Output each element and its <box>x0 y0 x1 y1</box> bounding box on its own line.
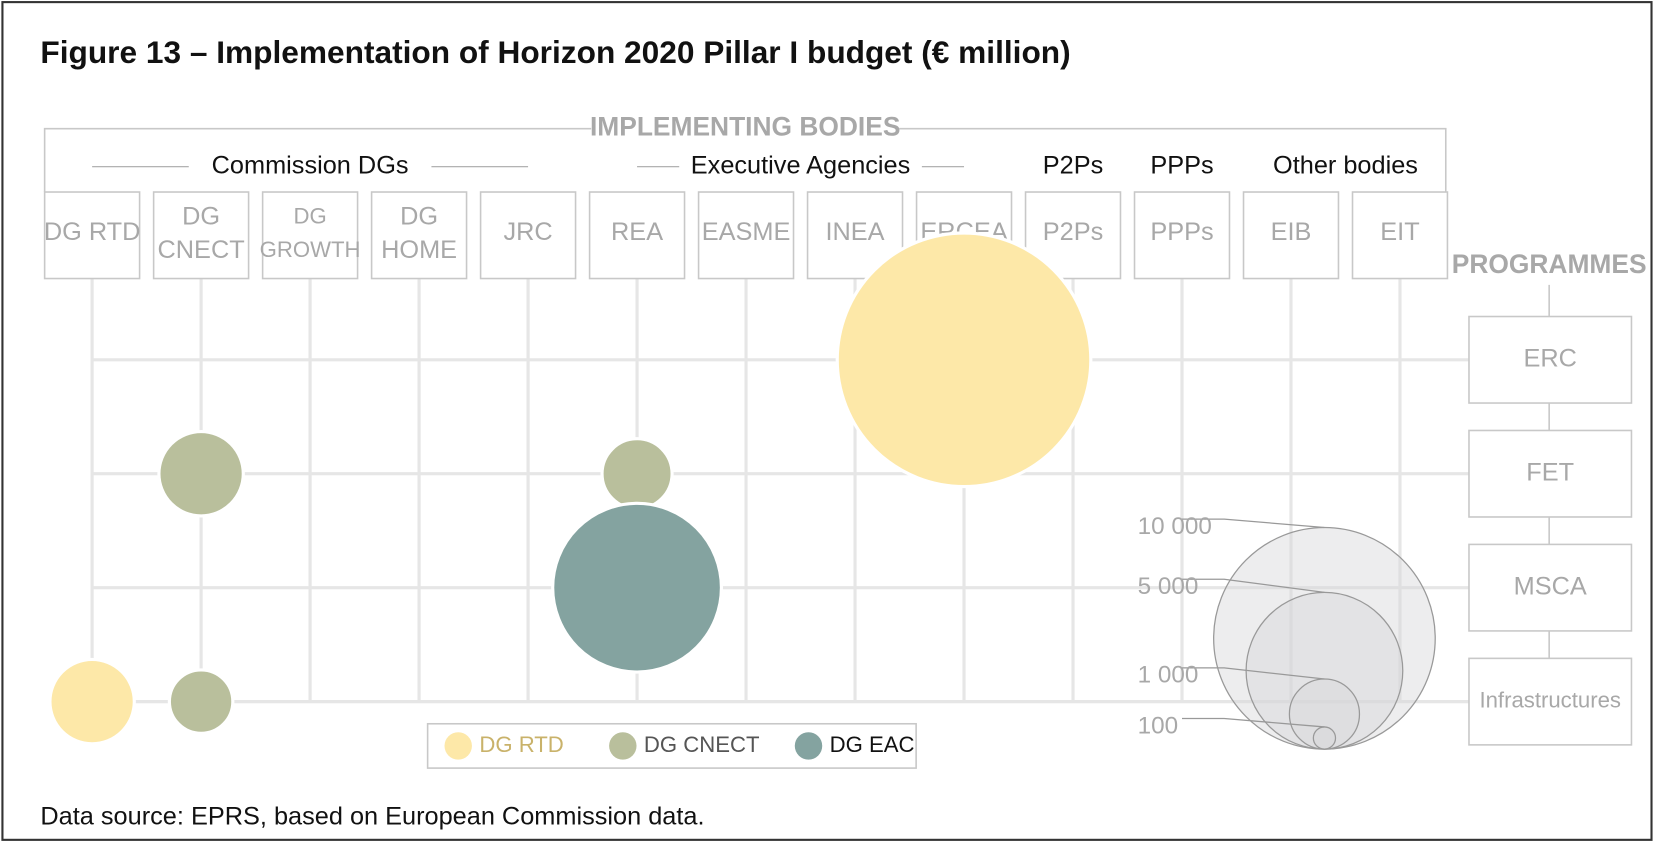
body-box <box>1351 191 1449 280</box>
programme-box <box>1468 315 1633 404</box>
size-legend-label: 1 000 <box>1138 662 1199 689</box>
body-label: DG CNECT <box>158 202 245 264</box>
legend-label: DG CNECT <box>644 732 760 757</box>
body-label: EIB <box>1271 218 1312 246</box>
size-legend-label: 10 000 <box>1138 513 1212 540</box>
body-box <box>697 191 795 280</box>
body-box <box>479 191 577 280</box>
group-label: P2Ps <box>1043 151 1104 179</box>
size-legend-leader <box>1182 518 1325 529</box>
x-axis-label: IMPLEMENTING BODIES <box>590 112 900 142</box>
body-label-line: DG <box>293 203 326 228</box>
bubble <box>48 657 136 746</box>
body-label: JRC <box>503 218 552 246</box>
y-axis-label: PROGRAMMES <box>1452 249 1647 279</box>
bubble <box>157 429 245 518</box>
body-label: REA <box>611 218 663 246</box>
body-box <box>1242 191 1340 280</box>
legend-label: DG EAC <box>830 732 915 757</box>
programme-label: FET <box>1526 458 1574 486</box>
group-label: Executive Agencies <box>691 151 911 179</box>
group-label: Other bodies <box>1273 151 1418 179</box>
bubble <box>600 437 674 511</box>
size-legend-label: 5 000 <box>1138 573 1199 600</box>
size-legend-circle <box>1312 726 1337 750</box>
programme-box <box>1468 657 1633 746</box>
body-label: PPPs <box>1150 218 1213 246</box>
body-label: DG GROWTH <box>260 203 361 262</box>
size-legend-leader <box>1182 578 1325 594</box>
legend-label: DG RTD <box>479 732 563 757</box>
legend-swatch <box>444 732 472 760</box>
source: Data source: EPRS, based on European Com… <box>40 802 704 830</box>
bubble <box>551 501 724 674</box>
legend-swatch <box>609 732 637 760</box>
body-box <box>370 191 468 280</box>
legend-box <box>426 722 917 769</box>
body-box <box>588 191 686 280</box>
header-frame <box>43 127 1447 193</box>
body-label-line: HOME <box>381 236 457 264</box>
chart-title: Figure 13 – Implementation of Horizon 20… <box>40 34 1070 70</box>
body-label-line: GROWTH <box>260 237 361 262</box>
body-box <box>43 191 141 280</box>
body-box <box>152 191 250 280</box>
programme-label: ERC <box>1523 344 1576 372</box>
body-label: P2Ps <box>1043 218 1104 246</box>
body-label-line: DG <box>400 202 438 230</box>
body-box <box>261 191 359 280</box>
body-label: INEA <box>825 218 884 246</box>
body-label: DG RTD <box>44 218 141 246</box>
size-legend-label: 100 <box>1138 712 1178 739</box>
legend-swatch <box>794 732 823 760</box>
body-label: EASME <box>702 218 791 246</box>
programme-box <box>1468 429 1633 518</box>
body-label: EIT <box>1380 218 1419 246</box>
programme-label: Infrastructures <box>1479 687 1621 712</box>
body-label: DG HOME <box>381 202 457 264</box>
group-label: PPPs <box>1150 151 1213 179</box>
size-legend-leader <box>1182 667 1325 680</box>
bubble <box>835 231 1093 489</box>
bubble <box>167 668 235 735</box>
body-box <box>1133 191 1231 280</box>
size-legend-leader <box>1182 717 1325 728</box>
programme-box <box>1468 543 1633 632</box>
body-label-line: CNECT <box>158 236 245 264</box>
group-label: Commission DGs <box>212 151 409 179</box>
programme-label: MSCA <box>1514 572 1587 600</box>
body-label-line: DG <box>182 202 220 230</box>
